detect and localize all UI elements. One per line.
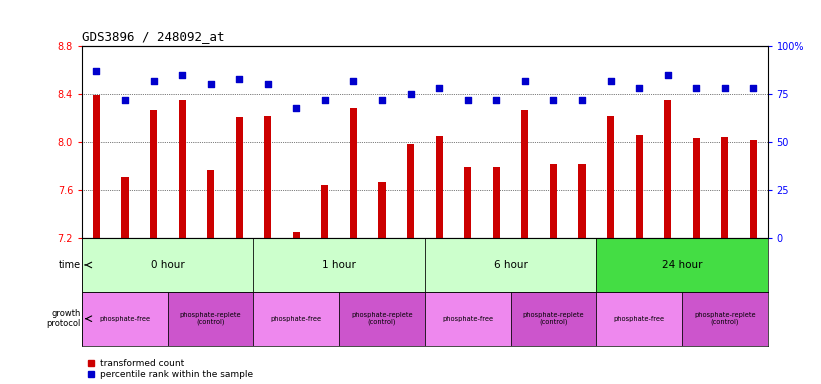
Bar: [167, 292, 254, 346]
Bar: [378, 182, 386, 238]
Text: growth
protocol: growth protocol: [46, 309, 80, 328]
Bar: [321, 185, 328, 238]
Bar: [339, 292, 425, 346]
Point: [347, 78, 360, 84]
Text: phosphate-replete
(control): phosphate-replete (control): [694, 312, 755, 326]
Point: [747, 85, 760, 91]
Bar: [350, 109, 357, 238]
Point: [232, 76, 245, 82]
Point: [319, 97, 332, 103]
Text: GDS3896 / 248092_at: GDS3896 / 248092_at: [82, 30, 225, 43]
Point: [176, 72, 189, 78]
Bar: [682, 292, 768, 346]
Point: [118, 97, 131, 103]
Text: 24 hour: 24 hour: [662, 260, 702, 270]
Bar: [264, 116, 271, 238]
Bar: [236, 117, 243, 238]
Point: [547, 97, 560, 103]
Text: 6 hour: 6 hour: [493, 260, 528, 270]
Bar: [579, 164, 585, 238]
Point: [604, 78, 617, 84]
Point: [89, 68, 103, 74]
Point: [290, 104, 303, 111]
Point: [489, 97, 502, 103]
Bar: [122, 177, 129, 238]
Bar: [721, 137, 728, 238]
Point: [518, 78, 531, 84]
Text: 1 hour: 1 hour: [322, 260, 356, 270]
Text: phosphate-free: phosphate-free: [271, 316, 322, 322]
Bar: [150, 110, 157, 238]
Text: phosphate-free: phosphate-free: [613, 316, 665, 322]
Bar: [254, 238, 425, 292]
Point: [261, 81, 274, 88]
Bar: [82, 238, 254, 292]
Point: [375, 97, 388, 103]
Bar: [425, 292, 511, 346]
Text: phosphate-free: phosphate-free: [99, 316, 150, 322]
Bar: [693, 139, 699, 238]
Point: [690, 85, 703, 91]
Text: 0 hour: 0 hour: [151, 260, 185, 270]
Bar: [407, 144, 414, 238]
Bar: [521, 110, 529, 238]
Bar: [293, 232, 300, 238]
Bar: [464, 167, 471, 238]
Text: phosphate-replete
(control): phosphate-replete (control): [523, 312, 585, 326]
Bar: [607, 116, 614, 238]
Bar: [596, 292, 682, 346]
Point: [718, 85, 732, 91]
Point: [661, 72, 674, 78]
Bar: [207, 170, 214, 238]
Text: time: time: [58, 260, 80, 270]
Text: phosphate-replete
(control): phosphate-replete (control): [180, 312, 241, 326]
Bar: [82, 292, 167, 346]
Point: [147, 78, 160, 84]
Bar: [93, 95, 100, 238]
Point: [632, 85, 645, 91]
Bar: [254, 292, 339, 346]
Point: [204, 81, 218, 88]
Text: phosphate-free: phosphate-free: [443, 316, 493, 322]
Text: phosphate-replete
(control): phosphate-replete (control): [351, 312, 413, 326]
Bar: [750, 140, 757, 238]
Point: [576, 97, 589, 103]
Bar: [596, 238, 768, 292]
Legend: transformed count, percentile rank within the sample: transformed count, percentile rank withi…: [86, 359, 254, 379]
Bar: [550, 164, 557, 238]
Bar: [664, 100, 672, 238]
Bar: [511, 292, 596, 346]
Bar: [635, 135, 643, 238]
Point: [461, 97, 475, 103]
Bar: [436, 136, 443, 238]
Point: [433, 85, 446, 91]
Point: [404, 91, 417, 97]
Bar: [493, 167, 500, 238]
Bar: [425, 238, 596, 292]
Bar: [178, 100, 186, 238]
